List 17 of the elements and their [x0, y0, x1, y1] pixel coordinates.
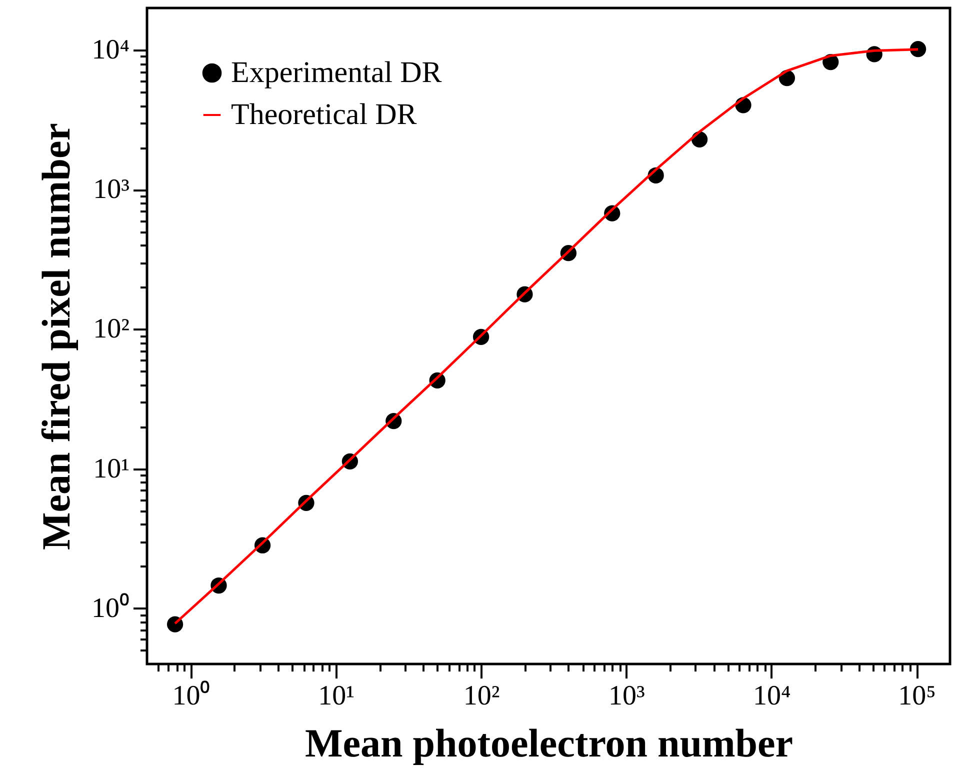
x-tick-label: 10⁵ [898, 680, 936, 712]
y-tick-label: 10⁰ [92, 592, 130, 624]
legend-label: Theoretical DR [231, 98, 417, 131]
y-axis-title: Mean fired pixel number [34, 122, 78, 550]
x-axis-title: Mean photoelectron number [304, 720, 794, 766]
y-tick-label: 10¹ [93, 453, 130, 484]
x-tick-label: 10² [463, 680, 500, 712]
x-tick-label: 10³ [608, 680, 645, 712]
y-tick-label: 10⁴ [92, 34, 130, 66]
x-tick-label: 10¹ [318, 680, 355, 712]
point [910, 41, 926, 58]
y-tick-label: 10² [93, 314, 130, 345]
legend-label: Experimental DR [231, 56, 442, 89]
point [166, 616, 184, 632]
x-tick-label: 10⁰ [172, 680, 210, 712]
y-tick-label: 10³ [93, 174, 130, 206]
x-tick-label: 10⁴ [752, 680, 791, 712]
